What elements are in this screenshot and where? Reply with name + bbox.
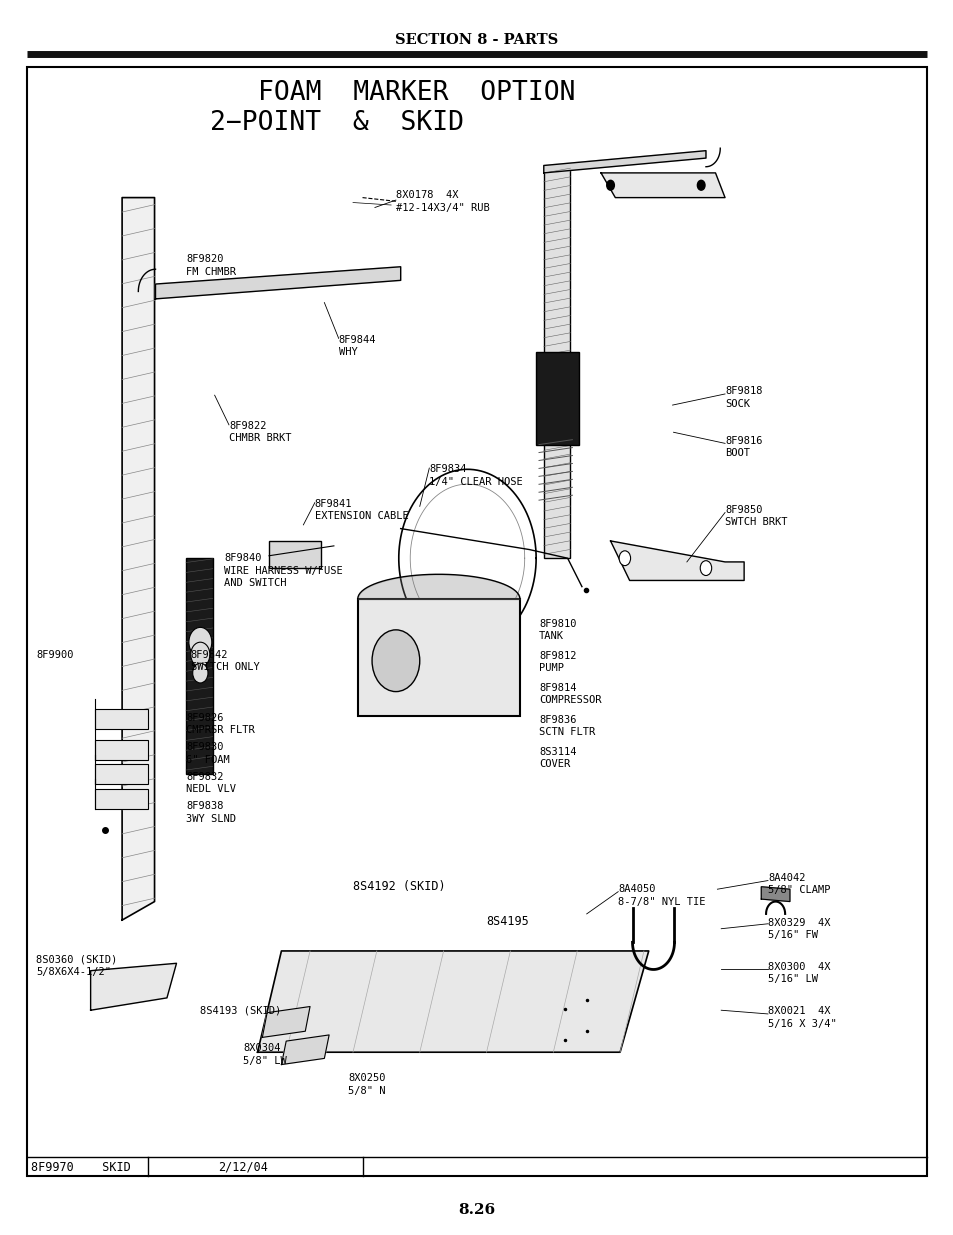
Polygon shape xyxy=(262,1007,310,1037)
Text: 8F9850
SWTCH BRKT: 8F9850 SWTCH BRKT xyxy=(724,505,787,527)
Polygon shape xyxy=(760,887,789,902)
Text: 8F9830
6" FOAM: 8F9830 6" FOAM xyxy=(186,742,230,764)
Polygon shape xyxy=(155,267,400,299)
Bar xyxy=(357,599,519,716)
Polygon shape xyxy=(122,198,154,920)
Polygon shape xyxy=(257,951,648,1052)
Text: 8F9970    SKID: 8F9970 SKID xyxy=(31,1161,131,1173)
Text: 8F9841
EXTENSION CABLE: 8F9841 EXTENSION CABLE xyxy=(314,499,408,521)
Text: 8F9810
TANK: 8F9810 TANK xyxy=(538,619,576,641)
Text: 2−POINT  &  SKID: 2−POINT & SKID xyxy=(210,110,463,137)
Circle shape xyxy=(191,642,210,667)
Text: 8F9832
NEDL VLV: 8F9832 NEDL VLV xyxy=(186,772,235,794)
Bar xyxy=(27,67,926,1176)
Text: 8F9822
CHMBR BRKT: 8F9822 CHMBR BRKT xyxy=(229,421,292,443)
Text: 8F9818
SOCK: 8F9818 SOCK xyxy=(724,387,761,409)
Polygon shape xyxy=(281,1035,329,1065)
Circle shape xyxy=(372,630,419,692)
Bar xyxy=(95,740,148,760)
Text: 8A4050
8-7/8" NYL TIE: 8A4050 8-7/8" NYL TIE xyxy=(618,884,705,906)
Circle shape xyxy=(193,663,208,683)
Bar xyxy=(543,169,570,558)
Text: 8F9900: 8F9900 xyxy=(36,650,73,659)
Text: FOAM  MARKER  OPTION: FOAM MARKER OPTION xyxy=(257,79,575,106)
Text: 8S4192 (SKID): 8S4192 (SKID) xyxy=(353,881,445,893)
Text: 8X0021  4X
5/16 X 3/4": 8X0021 4X 5/16 X 3/4" xyxy=(767,1007,836,1029)
Text: 8F9844
WHY: 8F9844 WHY xyxy=(338,335,375,357)
Text: 8F9842
SWITCH ONLY: 8F9842 SWITCH ONLY xyxy=(191,650,259,672)
Text: 8F9812
PUMP: 8F9812 PUMP xyxy=(538,651,576,673)
Text: 8F9826
CMPRSR FLTR: 8F9826 CMPRSR FLTR xyxy=(186,713,254,735)
Text: 8X0250
5/8" N: 8X0250 5/8" N xyxy=(348,1073,385,1095)
Text: 8S4193 (SKID): 8S4193 (SKID) xyxy=(200,1005,281,1015)
Bar xyxy=(95,764,148,784)
Text: 8X0329  4X
5/16" FW: 8X0329 4X 5/16" FW xyxy=(767,918,830,940)
Text: 8F9836
SCTN FLTR: 8F9836 SCTN FLTR xyxy=(538,715,595,737)
Text: 8F9820
FM CHMBR: 8F9820 FM CHMBR xyxy=(186,254,235,277)
Text: 8F9840
WIRE HARNESS W/FUSE
AND SWITCH: 8F9840 WIRE HARNESS W/FUSE AND SWITCH xyxy=(224,553,342,588)
Text: 8F9838
3WY SLND: 8F9838 3WY SLND xyxy=(186,802,235,824)
Bar xyxy=(186,558,213,774)
Circle shape xyxy=(700,561,711,576)
Polygon shape xyxy=(610,541,743,580)
Text: 8.26: 8.26 xyxy=(458,1203,495,1218)
Text: 8S0360 (SKID)
5/8X6X4-1/2": 8S0360 (SKID) 5/8X6X4-1/2" xyxy=(36,955,117,977)
Text: 8F9814
COMPRESSOR: 8F9814 COMPRESSOR xyxy=(538,683,601,705)
Bar xyxy=(95,709,148,729)
Text: 8X0304
5/8" LW: 8X0304 5/8" LW xyxy=(243,1044,287,1066)
Text: 8F9834
1/4" CLEAR HOSE: 8F9834 1/4" CLEAR HOSE xyxy=(429,464,522,487)
Polygon shape xyxy=(543,151,705,173)
Text: 8X0178  4X
#12-14X3/4" RUB: 8X0178 4X #12-14X3/4" RUB xyxy=(395,190,489,212)
Text: 8F9816
BOOT: 8F9816 BOOT xyxy=(724,436,761,458)
Polygon shape xyxy=(600,173,724,198)
Text: 2/12/04: 2/12/04 xyxy=(218,1161,268,1173)
Text: 8S3114
COVER: 8S3114 COVER xyxy=(538,747,576,769)
Text: 8S4195: 8S4195 xyxy=(486,915,529,927)
Bar xyxy=(536,352,578,445)
Text: 8X0300  4X
5/16" LW: 8X0300 4X 5/16" LW xyxy=(767,962,830,984)
Bar xyxy=(95,789,148,809)
Circle shape xyxy=(697,180,704,190)
Polygon shape xyxy=(91,963,176,1010)
Text: 8A4042
5/8" CLAMP: 8A4042 5/8" CLAMP xyxy=(767,873,830,895)
Circle shape xyxy=(189,627,212,657)
Circle shape xyxy=(606,180,614,190)
Circle shape xyxy=(618,551,630,566)
Text: SECTION 8 - PARTS: SECTION 8 - PARTS xyxy=(395,33,558,47)
Bar xyxy=(269,541,321,568)
